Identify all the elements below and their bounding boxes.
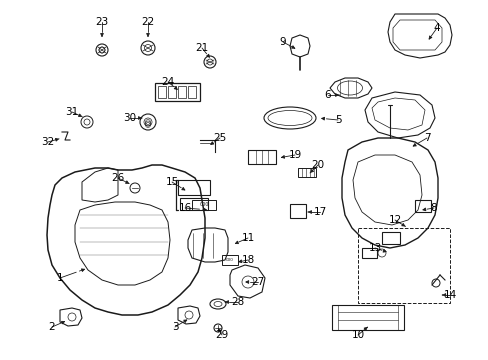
Bar — [357, 228, 449, 303]
Text: 22: 22 — [141, 17, 154, 27]
Text: 14: 14 — [443, 290, 456, 300]
Bar — [414, 200, 430, 212]
Bar — [180, 198, 207, 210]
Text: 3: 3 — [171, 322, 178, 332]
Text: 18: 18 — [241, 255, 254, 265]
Bar — [331, 305, 403, 330]
Text: 8: 8 — [430, 203, 436, 213]
Bar — [155, 83, 200, 101]
Text: 15: 15 — [165, 177, 178, 187]
Bar — [178, 180, 209, 195]
Bar — [297, 168, 315, 177]
Text: 1: 1 — [57, 273, 63, 283]
Bar — [187, 86, 196, 98]
Bar — [168, 86, 176, 98]
Bar — [247, 150, 275, 164]
Text: 29: 29 — [215, 330, 228, 340]
Bar — [178, 86, 185, 98]
Text: 32: 32 — [41, 137, 55, 147]
Text: 24: 24 — [161, 77, 174, 87]
Text: 25: 25 — [213, 133, 226, 143]
Text: 17: 17 — [313, 207, 326, 217]
Bar — [158, 86, 165, 98]
Text: 2: 2 — [49, 322, 55, 332]
Text: 19: 19 — [288, 150, 301, 160]
Text: 20: 20 — [311, 160, 324, 170]
Text: 21: 21 — [195, 43, 208, 53]
Text: 6: 6 — [324, 90, 331, 100]
Text: 5: 5 — [334, 115, 341, 125]
Text: 28: 28 — [231, 297, 244, 307]
Text: 4: 4 — [433, 23, 439, 33]
Bar — [192, 200, 216, 210]
Text: 13: 13 — [367, 243, 381, 253]
Text: 10: 10 — [351, 330, 364, 340]
Text: 27: 27 — [251, 277, 264, 287]
Text: 12: 12 — [387, 215, 401, 225]
Text: 11: 11 — [241, 233, 254, 243]
Text: 000: 000 — [225, 258, 233, 262]
Text: 9: 9 — [279, 37, 286, 47]
Text: 7: 7 — [423, 133, 429, 143]
Bar — [222, 255, 238, 265]
Bar — [361, 248, 376, 258]
Text: 16: 16 — [178, 203, 191, 213]
Text: 30: 30 — [123, 113, 136, 123]
Bar — [289, 204, 305, 218]
Text: 31: 31 — [65, 107, 79, 117]
Bar — [381, 232, 399, 244]
Text: 000: 000 — [199, 202, 208, 207]
Text: 26: 26 — [111, 173, 124, 183]
Text: 23: 23 — [95, 17, 108, 27]
